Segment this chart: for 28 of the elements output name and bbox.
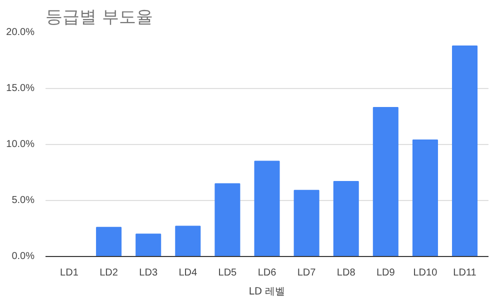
x-tick-label: LD9 <box>376 268 396 278</box>
x-tick-label: LD2 <box>100 268 118 278</box>
x-tick-label: LD4 <box>178 268 198 278</box>
y-tick-label: 15.0% <box>6 83 35 94</box>
x-tick-label: LD1 <box>60 268 79 278</box>
y-tick-label: 20.0% <box>6 27 35 38</box>
bar <box>412 140 438 256</box>
chart-title: 등급별 부도율 <box>46 8 153 28</box>
x-tick-label: LD3 <box>139 268 158 278</box>
bar <box>333 180 359 256</box>
bar <box>96 226 122 256</box>
x-tick-label: LD11 <box>453 268 477 278</box>
x-tick-label: LD10 <box>413 268 438 278</box>
bar <box>294 190 320 256</box>
x-tick-label: LD6 <box>258 268 277 278</box>
y-tick-label: 5.0% <box>12 195 35 206</box>
x-tick-label: LD7 <box>297 268 316 278</box>
bar <box>452 45 478 256</box>
bar <box>214 183 240 256</box>
x-tick-label: LD8 <box>336 268 356 278</box>
x-axis-title: LD 레벨 <box>248 286 286 298</box>
bar <box>175 226 201 256</box>
x-tick-label: LD5 <box>218 268 238 278</box>
y-tick-label: 10.0% <box>6 139 35 150</box>
y-tick-label: 0.0% <box>12 251 35 262</box>
bar <box>372 107 398 256</box>
bar <box>254 160 280 256</box>
bar <box>136 234 162 256</box>
